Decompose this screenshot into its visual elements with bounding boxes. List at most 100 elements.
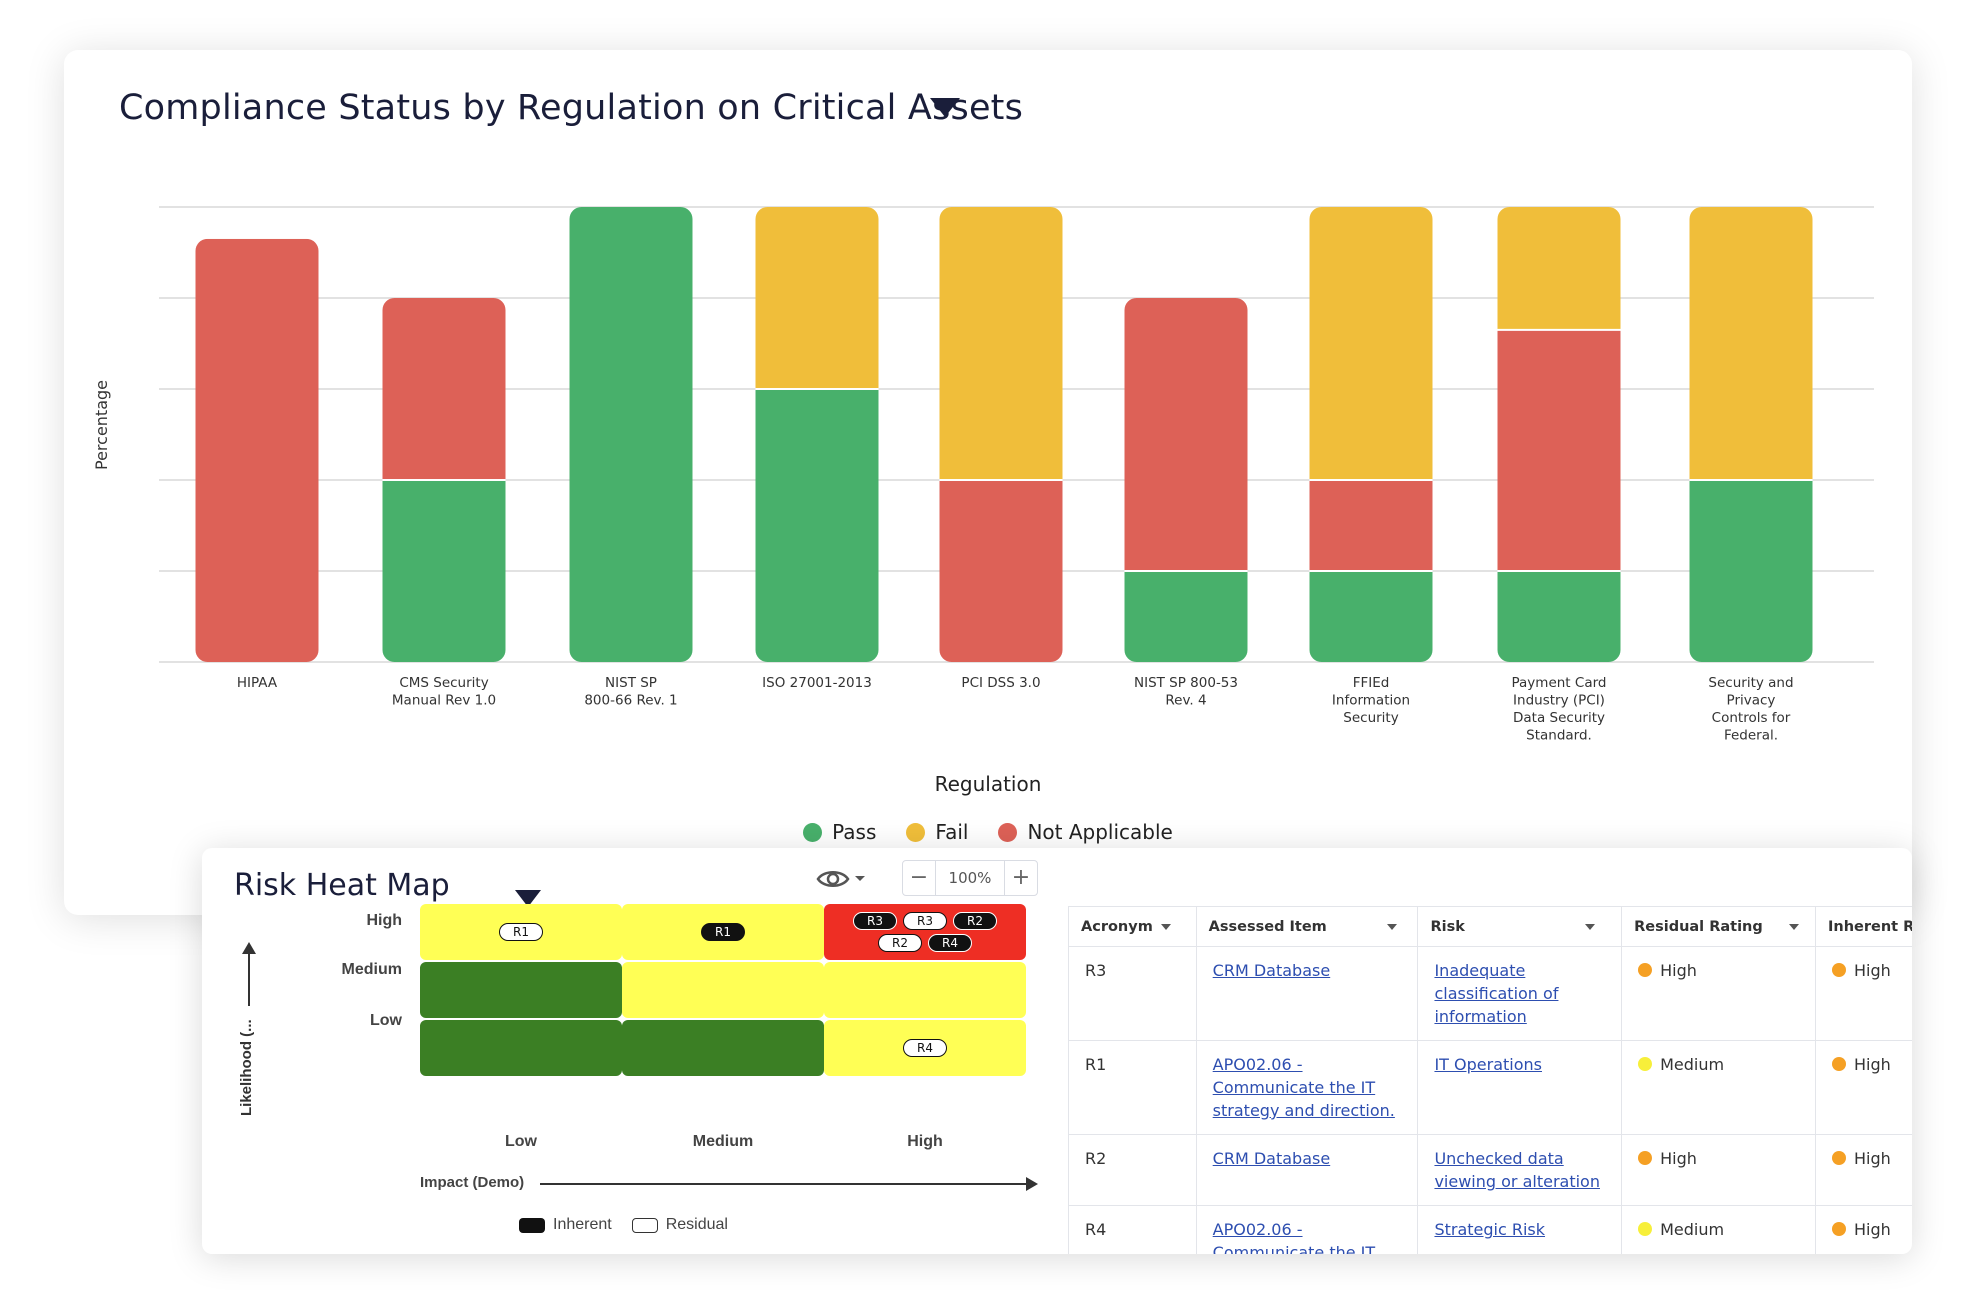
zoom-in-button[interactable]: + xyxy=(1011,865,1031,890)
legend-residual[interactable]: Residual xyxy=(631,1216,728,1234)
x-tick-label: HIPAA xyxy=(237,675,278,691)
heatmap-cell-high-low[interactable]: R1 xyxy=(420,904,622,960)
bar-segment-pass[interactable] xyxy=(569,207,693,662)
assessed-item-link[interactable]: APO02.06 - Communicate the IT strategy a… xyxy=(1212,1055,1395,1120)
bar-group-6[interactable] xyxy=(1309,207,1433,662)
heatmap-cell-high-high[interactable]: R3 R3 R2 R2 R4 xyxy=(824,904,1026,960)
assessed-item-link[interactable]: CRM Database xyxy=(1212,961,1331,980)
assessed-item-link[interactable]: APO02.06 - Communicate the IT xyxy=(1212,1220,1376,1254)
bar-segment-not-applicable[interactable] xyxy=(382,298,506,480)
cell-acronym: R2 xyxy=(1068,1134,1197,1206)
legend-residual-label: Residual xyxy=(665,1216,728,1233)
bar-segment-not-applicable[interactable] xyxy=(1124,298,1248,571)
bar-segment-pass[interactable] xyxy=(382,480,506,662)
table-row[interactable]: R4 APO02.06 - Communicate the IT Strategic… xyxy=(1068,1205,1912,1254)
heatmap-cell-high-medium[interactable]: R1 xyxy=(622,904,824,960)
table-row[interactable]: R2 CRM Database Unchecked data viewing or … xyxy=(1068,1134,1912,1206)
risk-pill-r3[interactable]: R3 xyxy=(903,912,947,930)
inherent-swatch-icon xyxy=(519,1217,545,1233)
view-toggle-button[interactable] xyxy=(816,864,872,894)
bar-segment-not-applicable[interactable] xyxy=(195,238,319,662)
risk-pill-r1[interactable]: R1 xyxy=(499,923,543,941)
risk-pill-r2[interactable]: R2 xyxy=(878,934,922,952)
table-row[interactable]: R3 CRM Database Inadequate classification … xyxy=(1068,946,1912,1041)
bar-group-2[interactable] xyxy=(569,207,693,662)
heatmap-cell-low-high[interactable]: R4 xyxy=(824,1020,1026,1076)
risk-link[interactable]: Inadequate classification of information xyxy=(1434,961,1559,1026)
y-axis-line xyxy=(248,948,250,1006)
row-label-high: High xyxy=(366,912,402,929)
rating-dot-icon xyxy=(1638,1151,1653,1165)
bar-segment-not-applicable[interactable] xyxy=(939,480,1063,662)
legend-item-not-applicable[interactable]: Not Applicable xyxy=(998,820,1173,844)
risk-link[interactable]: Unchecked data viewing or alteration xyxy=(1434,1149,1600,1191)
bar-segment-not-applicable[interactable] xyxy=(1309,480,1433,571)
risk-link[interactable]: IT Operations xyxy=(1434,1055,1542,1074)
risk-dropdown-caret-icon[interactable] xyxy=(515,890,541,907)
rating-dot-icon xyxy=(1831,963,1846,977)
header-risk[interactable]: Risk xyxy=(1417,906,1623,947)
legend-item-fail[interactable]: Fail xyxy=(906,820,968,844)
risk-pill-r2[interactable]: R2 xyxy=(953,912,997,930)
header-acronym[interactable]: Acronym xyxy=(1068,906,1197,947)
legend-label-fail: Fail xyxy=(935,820,969,844)
legend-inherent-label: Inherent xyxy=(553,1216,612,1233)
bar-segment-pass[interactable] xyxy=(1309,571,1433,662)
heatmap-cell-medium-low[interactable] xyxy=(420,962,622,1018)
x-tick-label: ISO 27001-2013 xyxy=(762,675,872,691)
bar-segment-fail[interactable] xyxy=(755,207,879,389)
cell-acronym: R1 xyxy=(1068,1040,1197,1135)
bar-segment-pass[interactable] xyxy=(755,389,879,662)
heatmap-cell-low-low[interactable] xyxy=(420,1020,622,1076)
heatmap-cell-medium-medium[interactable] xyxy=(622,962,824,1018)
col-label-medium: Medium xyxy=(692,1133,754,1150)
legend-dot-pass xyxy=(803,822,823,842)
x-tick-label: Security and Privacy Controls for Federal. xyxy=(1708,675,1793,744)
bar-segment-fail[interactable] xyxy=(1689,207,1813,480)
risk-pill-r3[interactable]: R3 xyxy=(853,912,897,930)
legend-inherent[interactable]: Inherent xyxy=(519,1216,612,1234)
bar-group-5[interactable] xyxy=(1124,298,1248,662)
header-inherent-rating[interactable]: Inherent R xyxy=(1814,906,1912,947)
sort-caret-icon[interactable] xyxy=(1386,923,1397,930)
cell-residual-rating: Medium xyxy=(1621,1040,1816,1135)
cell-acronym: R3 xyxy=(1068,946,1197,1041)
bar-group-1[interactable] xyxy=(382,298,506,662)
risk-pill-r4[interactable]: R4 xyxy=(903,1039,947,1057)
cell-assessed-item: APO02.06 - Communicate the IT strategy a… xyxy=(1195,1040,1419,1135)
bar-segment-pass[interactable] xyxy=(1124,571,1248,662)
heatmap-cell-medium-high[interactable] xyxy=(824,962,1026,1018)
bar-group-0[interactable] xyxy=(195,238,319,662)
sort-caret-icon[interactable] xyxy=(1160,923,1171,930)
assessed-item-link[interactable]: CRM Database xyxy=(1212,1149,1331,1168)
legend-dot-not-applicable xyxy=(998,822,1018,842)
bar-segment-fail[interactable] xyxy=(1309,207,1433,480)
bar-segment-fail[interactable] xyxy=(1497,207,1621,330)
cell-assessed-item: CRM Database xyxy=(1195,1134,1419,1206)
bar-group-4[interactable] xyxy=(939,207,1063,662)
cell-risk: IT Operations xyxy=(1417,1040,1623,1135)
heatmap-cell-low-medium[interactable] xyxy=(622,1020,824,1076)
chart-x-axis-label: Regulation xyxy=(934,772,1042,796)
bar-group-7[interactable] xyxy=(1497,207,1621,662)
sort-caret-icon[interactable] xyxy=(1788,923,1799,930)
zoom-out-button[interactable]: − xyxy=(909,865,929,890)
bar-segment-pass[interactable] xyxy=(1689,480,1813,662)
bar-segment-fail[interactable] xyxy=(939,207,1063,480)
risk-table: Acronym Assessed Item Risk Residual Rati… xyxy=(1068,906,1912,1254)
risk-pill-r1[interactable]: R1 xyxy=(701,923,745,941)
header-residual-rating[interactable]: Residual Rating xyxy=(1621,906,1816,947)
table-row[interactable]: R1 APO02.06 - Communicate the IT strategy… xyxy=(1068,1040,1912,1135)
bar-group-3[interactable] xyxy=(755,207,879,662)
header-assessed-item[interactable]: Assessed Item xyxy=(1195,906,1419,947)
heatmap-legend: Inherent Residual xyxy=(519,1216,728,1234)
bar-segment-pass[interactable] xyxy=(1497,571,1621,662)
sort-caret-icon[interactable] xyxy=(1584,923,1595,930)
legend-dot-fail xyxy=(906,822,926,842)
compliance-dropdown-caret-icon[interactable] xyxy=(930,98,960,117)
risk-link[interactable]: Strategic Risk xyxy=(1434,1220,1546,1239)
legend-item-pass[interactable]: Pass xyxy=(803,820,876,844)
bar-segment-not-applicable[interactable] xyxy=(1497,329,1621,571)
risk-pill-r4[interactable]: R4 xyxy=(928,934,972,952)
bar-group-8[interactable] xyxy=(1689,207,1813,662)
